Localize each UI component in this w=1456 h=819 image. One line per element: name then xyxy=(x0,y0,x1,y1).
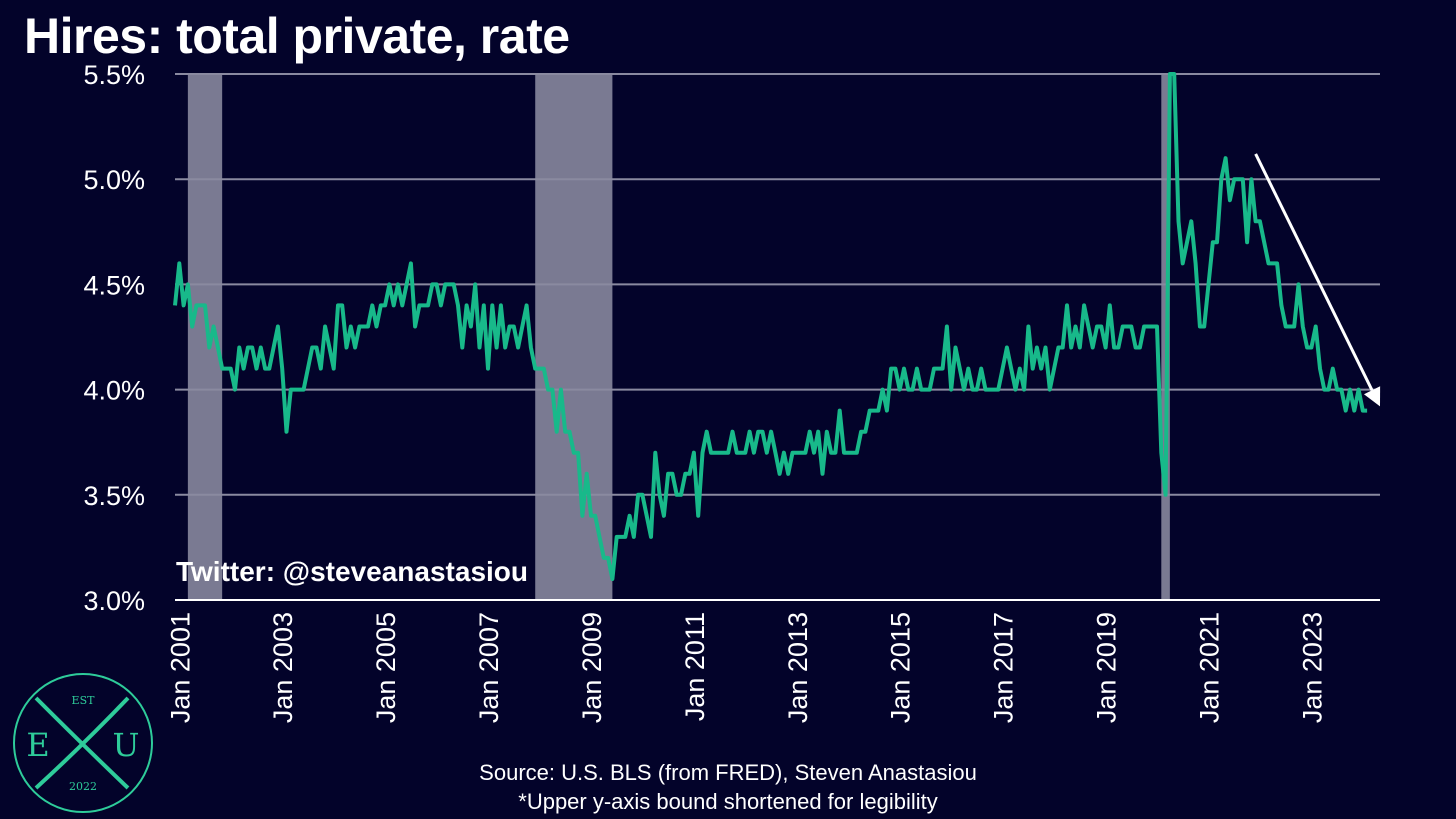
x-tick-label: Jan 2019 xyxy=(1092,612,1122,723)
x-tick-label: Jan 2015 xyxy=(886,612,916,723)
y-tick-label: 3.0% xyxy=(83,586,145,616)
x-tick-label: Jan 2003 xyxy=(268,612,298,723)
exu-logo: EST E U 2022 xyxy=(13,673,153,813)
footer: Source: U.S. BLS (from FRED), Steven Ana… xyxy=(300,758,1156,816)
logo-est: EST xyxy=(72,694,96,707)
y-tick-label: 5.5% xyxy=(83,60,145,90)
x-tick-label: Jan 2007 xyxy=(474,612,504,723)
x-tick-label: Jan 2023 xyxy=(1297,612,1327,723)
gridlines xyxy=(175,73,1380,601)
x-tick-label: Jan 2013 xyxy=(783,612,813,723)
y-axis-ticks: 3.0% 3.5% 4.0% 4.5% 5.0% 5.5% xyxy=(83,60,145,616)
y-tick-label: 4.5% xyxy=(83,270,145,300)
trend-arrow-head xyxy=(1363,386,1381,407)
x-tick-label: Jan 2021 xyxy=(1194,612,1224,723)
page-title: Hires: total private, rate xyxy=(24,8,570,64)
logo-ring xyxy=(13,673,153,813)
recession-band-2 xyxy=(535,74,613,600)
x-tick-label: Jan 2009 xyxy=(577,612,607,723)
y-tick-label: 5.0% xyxy=(83,165,145,195)
logo-letter-u: U xyxy=(113,726,140,764)
x-tick-label: Jan 2005 xyxy=(371,612,401,723)
source-note: Source: U.S. BLS (from FRED), Steven Ana… xyxy=(479,760,977,785)
logo-year: 2022 xyxy=(69,780,97,793)
axis-note: *Upper y-axis bound shortened for legibi… xyxy=(518,789,938,814)
trend-arrow xyxy=(1254,153,1381,407)
y-tick-label: 3.5% xyxy=(83,481,145,511)
x-tick-label: Jan 2001 xyxy=(165,612,195,723)
x-axis-ticks: Jan 2001 Jan 2003 Jan 2005 Jan 2007 Jan 2009… xyxy=(165,612,1327,723)
hires-rate-line xyxy=(173,72,1368,581)
logo-letter-e: E xyxy=(26,726,49,764)
trend-arrow-shaft xyxy=(1254,153,1374,391)
x-tick-label: Jan 2017 xyxy=(989,612,1019,723)
y-tick-label: 4.0% xyxy=(83,376,145,406)
x-tick-label: Jan 2011 xyxy=(680,612,710,721)
logo-cross-stroke-2 xyxy=(34,696,130,790)
twitter-watermark: Twitter: @steveanastasiou xyxy=(176,556,528,587)
